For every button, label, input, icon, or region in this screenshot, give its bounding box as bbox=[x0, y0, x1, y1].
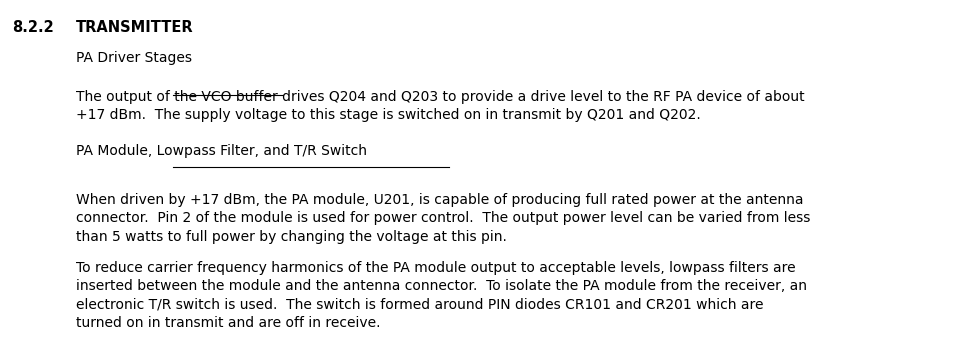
Text: PA Module, Lowpass Filter, and T/R Switch: PA Module, Lowpass Filter, and T/R Switc… bbox=[76, 144, 367, 158]
Text: PA Driver Stages: PA Driver Stages bbox=[76, 50, 192, 64]
Text: 8.2.2: 8.2.2 bbox=[13, 20, 54, 35]
Text: TRANSMITTER: TRANSMITTER bbox=[76, 20, 194, 35]
Text: The output of the VCO buffer drives Q204 and Q203 to provide a drive level to th: The output of the VCO buffer drives Q204… bbox=[76, 89, 805, 122]
Text: To reduce carrier frequency harmonics of the PA module output to acceptable leve: To reduce carrier frequency harmonics of… bbox=[76, 261, 807, 330]
Text: When driven by +17 dBm, the PA module, U201, is capable of producing full rated : When driven by +17 dBm, the PA module, U… bbox=[76, 193, 811, 244]
